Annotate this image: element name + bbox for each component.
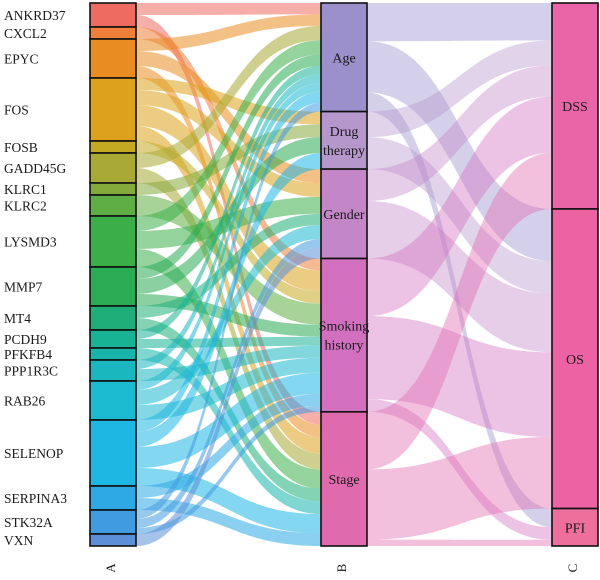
node-klrc1 (89, 182, 137, 196)
node-ppp1r3c (89, 359, 137, 382)
node-fosb (89, 140, 137, 154)
node-gadd45g (89, 152, 137, 184)
flow-pcdh9-to-age (136, 65, 321, 339)
label-gene-selenop: SELENOP (4, 446, 63, 461)
flow-selenop-to-age (136, 91, 321, 433)
node-stage (320, 411, 368, 547)
node-cxcl2 (89, 26, 137, 40)
label-node-stage: Stage (328, 473, 359, 488)
label-gene-fosb: FOSB (4, 140, 38, 155)
label-gene-fos: FOS (4, 103, 29, 118)
flow-smoking-history-to-dss (367, 96, 552, 317)
flow-age-to-os (367, 41, 552, 262)
node-pfi (551, 507, 599, 547)
label-gene-mt4: MT4 (4, 311, 31, 326)
label-gene-epyc: EPYC (4, 52, 39, 67)
flow-gadd45g-to-age (136, 25, 321, 168)
label-gene-cxcl2: CXCL2 (4, 26, 47, 41)
node-dss (551, 2, 599, 210)
flow-drug-therapy-to-os (367, 137, 552, 294)
label-gene-klrc1: KLRC1 (4, 182, 47, 197)
flows-layer (136, 3, 552, 546)
flow-ppp1r3c-to-age (136, 74, 321, 370)
flow-gender-to-os (367, 201, 552, 353)
flow-stk32a-to-smoking-history (136, 405, 321, 534)
axis-label-b: B (334, 563, 349, 572)
axis-label-c: C (565, 564, 580, 573)
node-smoking-history (320, 257, 368, 413)
flow-mmp7-to-age (136, 54, 321, 279)
flow-selenop-to-smoking-history (136, 372, 321, 468)
label-node-pfi: PFI (565, 521, 586, 536)
flow-smoking-history-to-os (367, 316, 552, 437)
flow-age-to-dss (367, 3, 552, 42)
node-mmp7 (89, 266, 137, 307)
flow-epyc-to-age (136, 14, 321, 51)
node-stk32a (89, 509, 137, 535)
flow-selenop-to-drug-therapy (136, 153, 321, 447)
flow-mmp7-to-drug-therapy (136, 137, 321, 294)
flow-fos-to-stage (136, 126, 321, 454)
flow-epyc-to-gender (136, 51, 321, 184)
node-pcdh9 (89, 329, 137, 349)
label-gene-gadd45g: GADD45G (4, 161, 66, 176)
node-drug-therapy (320, 110, 368, 170)
flow-mt4-to-stage (136, 318, 321, 502)
flow-lysmd3-to-age (136, 40, 321, 231)
node-gender (320, 168, 368, 260)
nodes-layer (89, 2, 599, 547)
flow-stage-to-os (367, 436, 552, 540)
label-node-drug-therapy: Drug therapy (323, 125, 365, 159)
axis-label-a: A (103, 563, 118, 573)
node-pfkfb4 (89, 347, 137, 361)
node-vxn (89, 533, 137, 547)
label-node-os: OS (566, 353, 584, 368)
flow-serpina3-to-smoking-history (136, 393, 321, 498)
flow-pcdh9-to-smoking-history (136, 336, 321, 348)
flow-drug-therapy-to-dss (367, 40, 552, 138)
node-fos (89, 77, 137, 142)
flow-ppp1r3c-to-smoking-history (136, 345, 321, 381)
label-gene-ppp1r3c: PPP1R3C (4, 364, 58, 379)
label-gene-klrc2: KLRC2 (4, 199, 47, 214)
node-selenop (89, 419, 137, 487)
flow-smoking-history-to-pfi (367, 399, 552, 540)
label-gene-pcdh9: PCDH9 (4, 332, 47, 347)
node-serpina3 (89, 485, 137, 511)
flow-stage-to-pfi (367, 539, 552, 546)
label-gene-mmp7: MMP7 (4, 280, 43, 295)
node-epyc (89, 38, 137, 79)
label-gene-serpina3: SERPINA3 (4, 491, 67, 506)
flow-vxn-to-gender (136, 247, 321, 546)
label-gene-rab26: RAB26 (4, 394, 46, 409)
label-node-dss: DSS (562, 100, 588, 115)
flow-klrc1-to-drug-therapy (136, 124, 321, 195)
flow-gender-to-dss (367, 65, 552, 202)
flow-stage-to-dss (367, 152, 552, 470)
flow-fos-to-gender (136, 90, 321, 198)
label-gene-ankrd37: ANKRD37 (4, 8, 66, 23)
flow-ankrd37-to-age (136, 3, 321, 15)
label-node-gender: Gender (323, 208, 365, 223)
flow-pfkfb4-to-stage (136, 348, 321, 515)
flow-stk32a-to-age (136, 103, 321, 520)
node-age (320, 2, 368, 113)
flow-stk32a-to-gender (136, 238, 321, 528)
flow-age-to-pfi (367, 92, 552, 528)
node-mt4 (89, 305, 137, 331)
flow-rab26-to-age (136, 83, 321, 390)
label-gene-vxn: VXN (4, 533, 33, 548)
node-lysmd3 (89, 215, 137, 268)
node-klrc2 (89, 194, 137, 217)
label-gene-stk32a: STK32A (4, 515, 53, 530)
labels-layer: ANKRD37 CXCL2 EPYC FOS FOSB GADD45G KLRC1 KLRC2… (4, 8, 588, 573)
label-gene-lysmd3: LYSMD3 (4, 235, 57, 250)
label-node-smoking-history: Smoking history (319, 320, 370, 354)
label-gene-pfkfb4: PFKFB4 (4, 347, 52, 362)
node-rab26 (89, 380, 137, 421)
label-node-age: Age (332, 51, 355, 66)
node-ankrd37 (89, 2, 137, 28)
